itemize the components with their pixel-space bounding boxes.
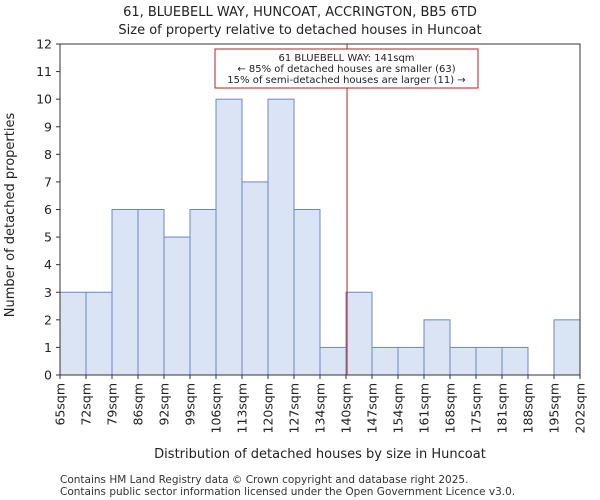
chart-subtitle: Size of property relative to detached ho… bbox=[118, 23, 481, 38]
bar-86sqm bbox=[137, 209, 165, 376]
bar-140sqm bbox=[345, 291, 373, 376]
x-tick-label-99sqm: 99sqm bbox=[183, 383, 198, 426]
bar-195sqm bbox=[553, 319, 581, 376]
x-tick-label-127sqm: 127sqm bbox=[287, 383, 302, 433]
y-tick-label-10: 10 bbox=[36, 92, 52, 107]
bar-106sqm bbox=[215, 98, 243, 376]
bar-134sqm bbox=[319, 346, 347, 376]
x-tick-label-154sqm: 154sqm bbox=[391, 383, 406, 433]
x-tick-label-161sqm: 161sqm bbox=[417, 383, 432, 433]
x-axis-ticks: 65sqm 72sqm 79sqm 86sqm 92sqm 99sqm 106sqm 113s… bbox=[53, 375, 588, 433]
x-tick-label-65sqm: 65sqm bbox=[53, 383, 68, 426]
x-tick-label-120sqm: 120sqm bbox=[261, 383, 276, 433]
bar-113sqm bbox=[241, 181, 269, 376]
y-tick-label-4: 4 bbox=[44, 257, 52, 272]
x-tick-label-86sqm: 86sqm bbox=[131, 383, 146, 426]
bars-group bbox=[59, 98, 581, 376]
bar-181sqm bbox=[501, 346, 529, 376]
y-axis-label: Number of detached properties bbox=[3, 113, 18, 318]
x-tick-label-195sqm: 195sqm bbox=[547, 383, 562, 433]
x-tick-label-175sqm: 175sqm bbox=[469, 383, 484, 433]
bar-168sqm bbox=[449, 346, 477, 376]
bar-65sqm bbox=[59, 291, 87, 376]
chart-title: 61, BLUEBELL WAY, HUNCOAT, ACCRINGTON, B… bbox=[123, 5, 477, 20]
y-tick-label-1: 1 bbox=[44, 340, 52, 355]
bar-161sqm bbox=[423, 319, 451, 376]
x-tick-label-181sqm: 181sqm bbox=[495, 383, 510, 433]
x-tick-label-134sqm: 134sqm bbox=[313, 383, 328, 433]
x-axis-label: Distribution of detached houses by size … bbox=[154, 447, 486, 462]
x-tick-label-72sqm: 72sqm bbox=[79, 383, 94, 426]
y-tick-label-9: 9 bbox=[44, 119, 52, 134]
footer-line-1: Contains HM Land Registry data © Crown c… bbox=[60, 474, 468, 486]
x-tick-label-188sqm: 188sqm bbox=[521, 383, 536, 433]
x-tick-label-113sqm: 113sqm bbox=[235, 383, 250, 433]
bar-92sqm bbox=[163, 236, 191, 376]
bar-79sqm bbox=[111, 209, 139, 376]
bar-147sqm bbox=[371, 346, 399, 376]
annotation-line-1: 61 BLUEBELL WAY: 141sqm bbox=[278, 53, 414, 64]
x-tick-label-79sqm: 79sqm bbox=[105, 383, 120, 426]
annotation-line-3: 15% of semi-detached houses are larger (… bbox=[227, 75, 465, 86]
x-tick-label-147sqm: 147sqm bbox=[365, 383, 380, 433]
annotation-line-2: ← 85% of detached houses are smaller (63… bbox=[237, 64, 455, 75]
y-tick-label-11: 11 bbox=[36, 64, 52, 79]
bar-127sqm bbox=[293, 209, 321, 376]
y-tick-label-2: 2 bbox=[44, 312, 52, 327]
y-tick-label-0: 0 bbox=[44, 368, 52, 383]
x-tick-label-92sqm: 92sqm bbox=[157, 383, 172, 426]
y-tick-label-7: 7 bbox=[44, 174, 52, 189]
y-tick-label-3: 3 bbox=[44, 285, 52, 300]
plot-area-frame bbox=[59, 43, 581, 376]
x-tick-label-106sqm: 106sqm bbox=[209, 383, 224, 433]
y-tick-label-6: 6 bbox=[44, 202, 52, 217]
y-tick-label-8: 8 bbox=[44, 147, 52, 162]
bar-99sqm bbox=[189, 209, 217, 376]
x-tick-label-202sqm: 202sqm bbox=[573, 383, 588, 433]
annotation-box bbox=[214, 48, 479, 89]
bar-154sqm bbox=[397, 346, 425, 376]
bar-120sqm bbox=[267, 98, 295, 376]
footer-line-2: Contains public sector information licen… bbox=[60, 486, 515, 498]
x-tick-label-140sqm: 140sqm bbox=[339, 383, 354, 433]
y-tick-label-12: 12 bbox=[36, 37, 52, 52]
bar-72sqm bbox=[85, 291, 113, 376]
bar-175sqm bbox=[475, 346, 503, 376]
y-tick-label-5: 5 bbox=[44, 230, 52, 245]
x-tick-label-168sqm: 168sqm bbox=[443, 383, 458, 433]
